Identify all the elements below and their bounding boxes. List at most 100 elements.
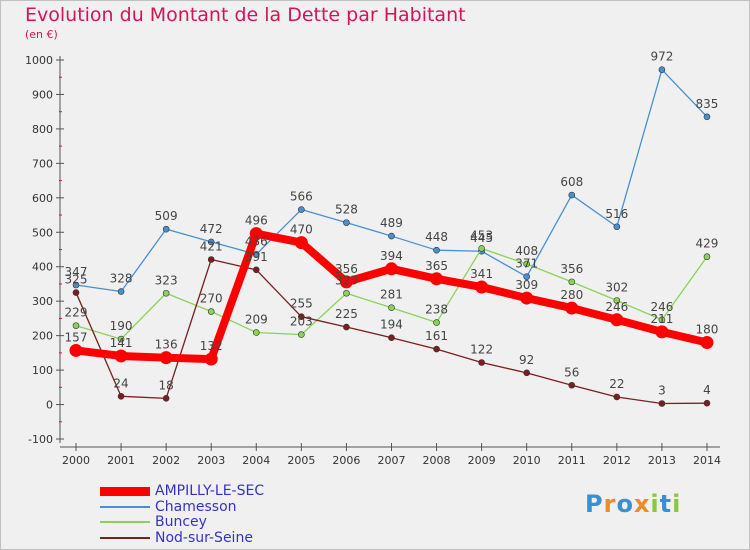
data-label: 281 — [380, 288, 403, 302]
data-label: 141 — [110, 336, 133, 350]
data-label: 421 — [200, 239, 223, 253]
data-label: 270 — [200, 292, 223, 306]
logo-letter: x — [633, 490, 651, 518]
series-layer — [69, 66, 714, 407]
axes: -100 0 100 200 300 400 500 600 700 800 900 1000 2000… — [25, 54, 721, 467]
x-tick-label: 2013 — [648, 454, 676, 467]
data-point — [69, 343, 83, 357]
data-label: 225 — [335, 307, 358, 321]
x-tick-label: 2007 — [377, 454, 405, 467]
data-point — [658, 316, 666, 324]
data-label: 608 — [560, 175, 583, 189]
data-point — [339, 275, 353, 289]
data-label: 371 — [515, 257, 538, 271]
data-label: 341 — [470, 267, 493, 281]
data-label: 448 — [425, 230, 448, 244]
data-label: 445 — [470, 231, 493, 245]
data-label: 365 — [425, 259, 448, 273]
data-point — [700, 336, 714, 350]
data-point — [343, 289, 350, 297]
data-label: 22 — [609, 377, 624, 391]
data-label: 3 — [658, 384, 666, 398]
y-tick-label: 0 — [46, 399, 53, 412]
x-tick-label: 2006 — [332, 454, 360, 467]
data-label: 356 — [560, 262, 583, 276]
logo-letter: i — [672, 490, 682, 518]
data-label: 309 — [515, 278, 538, 292]
data-point — [72, 289, 80, 296]
legend-label: Chamesson — [155, 498, 237, 515]
data-point — [162, 225, 170, 233]
x-tick-label: 2005 — [287, 454, 315, 467]
data-point — [613, 297, 621, 304]
data-point — [433, 319, 440, 326]
data-point — [72, 322, 80, 329]
data-label: 255 — [290, 297, 313, 311]
data-label: 323 — [155, 273, 178, 287]
data-label: 56 — [564, 365, 579, 379]
y-tick-label: 200 — [32, 330, 53, 343]
data-label: 190 — [110, 319, 133, 333]
data-label: 157 — [65, 330, 88, 344]
data-point — [72, 281, 80, 289]
data-label: 180 — [696, 323, 719, 337]
x-tick-label: 2009 — [468, 454, 496, 467]
data-label: 161 — [425, 329, 448, 343]
data-label: 122 — [470, 343, 493, 357]
data-label: 408 — [515, 244, 538, 258]
data-label: 136 — [155, 338, 178, 352]
data-point — [613, 223, 621, 231]
data-label: 436 — [245, 234, 268, 248]
data-point — [430, 272, 444, 286]
logo-letter: o — [616, 490, 634, 518]
legend-item: Chamesson — [100, 498, 400, 516]
legend-item: AMPILLY-LE-SEC — [100, 483, 400, 500]
logo-letter: i — [650, 490, 660, 518]
data-point — [568, 278, 576, 286]
data-label: 496 — [245, 214, 268, 228]
y-tick-label: 1000 — [25, 54, 53, 67]
data-point — [703, 253, 711, 261]
data-point — [655, 325, 669, 339]
data-label: 325 — [65, 273, 88, 287]
data-point — [568, 191, 576, 199]
data-point — [568, 381, 576, 389]
y-tick-label: 900 — [32, 88, 53, 101]
y-tick-label: 600 — [32, 192, 53, 205]
data-label: 347 — [65, 265, 88, 279]
logo-letter: r — [603, 490, 617, 518]
data-point — [162, 289, 170, 297]
data-point — [162, 395, 170, 402]
data-label: 211 — [650, 312, 673, 326]
legend-swatch — [100, 486, 150, 496]
data-point — [388, 232, 395, 240]
data-label: 394 — [380, 249, 403, 263]
legend-label: AMPILLY-LE-SEC — [155, 483, 265, 499]
data-point — [520, 291, 534, 305]
data-point — [252, 329, 260, 336]
y-tick-label: 300 — [32, 295, 53, 308]
proxiti-logo: Proxiti — [585, 490, 681, 518]
y-tick-label: -100 — [28, 433, 53, 446]
logo-letter: t — [659, 490, 673, 518]
x-tick-label: 2000 — [62, 454, 90, 467]
data-point — [117, 392, 125, 400]
data-label: 24 — [113, 376, 128, 390]
data-point — [388, 304, 395, 312]
y-tick-label: 400 — [32, 261, 53, 274]
data-point — [298, 313, 305, 320]
data-label: 472 — [200, 222, 223, 236]
data-label: 391 — [245, 250, 268, 264]
data-label: 470 — [290, 223, 313, 237]
data-point — [207, 308, 215, 315]
data-point — [433, 345, 440, 353]
data-point — [478, 245, 485, 252]
data-point — [343, 219, 350, 226]
data-point — [565, 301, 579, 315]
legend-label: Buncey — [155, 514, 207, 530]
data-label: 238 — [425, 303, 448, 317]
data-label: 566 — [290, 190, 313, 204]
data-label: 835 — [696, 97, 719, 111]
data-point — [117, 335, 125, 343]
